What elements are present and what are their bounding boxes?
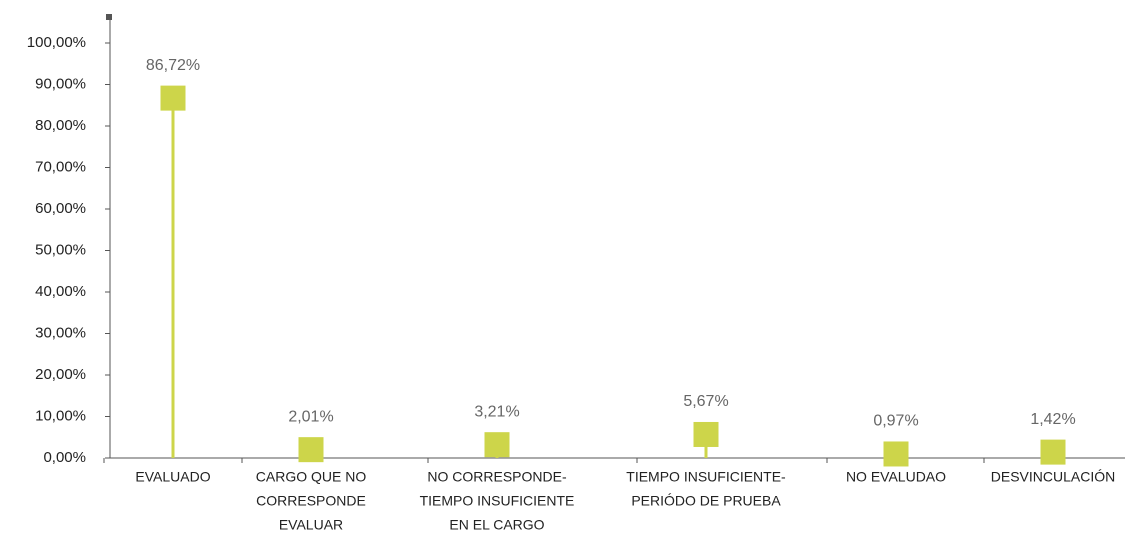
value-label: 2,01%: [288, 408, 333, 425]
x-tick-label: TIEMPO INSUFICIENTE: [420, 493, 575, 509]
marker: [1040, 439, 1066, 465]
y-tick-label: 70,00%: [35, 158, 86, 175]
marker: [160, 85, 186, 111]
marker: [693, 421, 719, 447]
y-tick-label: 20,00%: [35, 366, 86, 383]
x-tick-label: EN EL CARGO: [449, 517, 544, 533]
value-label: 3,21%: [474, 403, 519, 420]
value-label: 0,97%: [873, 413, 918, 430]
x-tick-label: EVALUADO: [135, 469, 210, 485]
y-tick-label: 30,00%: [35, 324, 86, 341]
marker: [883, 441, 909, 467]
x-tick-label: NO CORRESPONDE-: [427, 469, 567, 485]
y-tick-label: 50,00%: [35, 241, 86, 258]
axis-cap: [106, 14, 112, 20]
value-label: 1,42%: [1030, 411, 1075, 428]
marker: [484, 432, 510, 458]
y-tick-label: 60,00%: [35, 200, 86, 217]
y-tick-label: 80,00%: [35, 117, 86, 134]
y-tick-label: 10,00%: [35, 407, 86, 424]
y-tick-label: 100,00%: [27, 34, 86, 51]
x-tick-label: CORRESPONDE: [256, 493, 366, 509]
x-tick-label: CARGO QUE NO: [256, 469, 367, 485]
value-label: 5,67%: [683, 393, 728, 410]
x-tick-label: PERIÓDO DE PRUEBA: [631, 493, 781, 509]
y-tick-label: 40,00%: [35, 283, 86, 300]
marker: [298, 437, 324, 463]
x-tick-label: EVALUAR: [279, 517, 343, 533]
x-tick-label: DESVINCULACIÓN: [991, 469, 1115, 485]
y-tick-label: 90,00%: [35, 75, 86, 92]
x-tick-label: NO EVALUDAO: [846, 469, 946, 485]
x-tick-label: TIEMPO INSUFICIENTE-: [626, 469, 786, 485]
y-tick-label: 0,00%: [43, 449, 86, 466]
value-label: 86,72%: [146, 57, 200, 74]
